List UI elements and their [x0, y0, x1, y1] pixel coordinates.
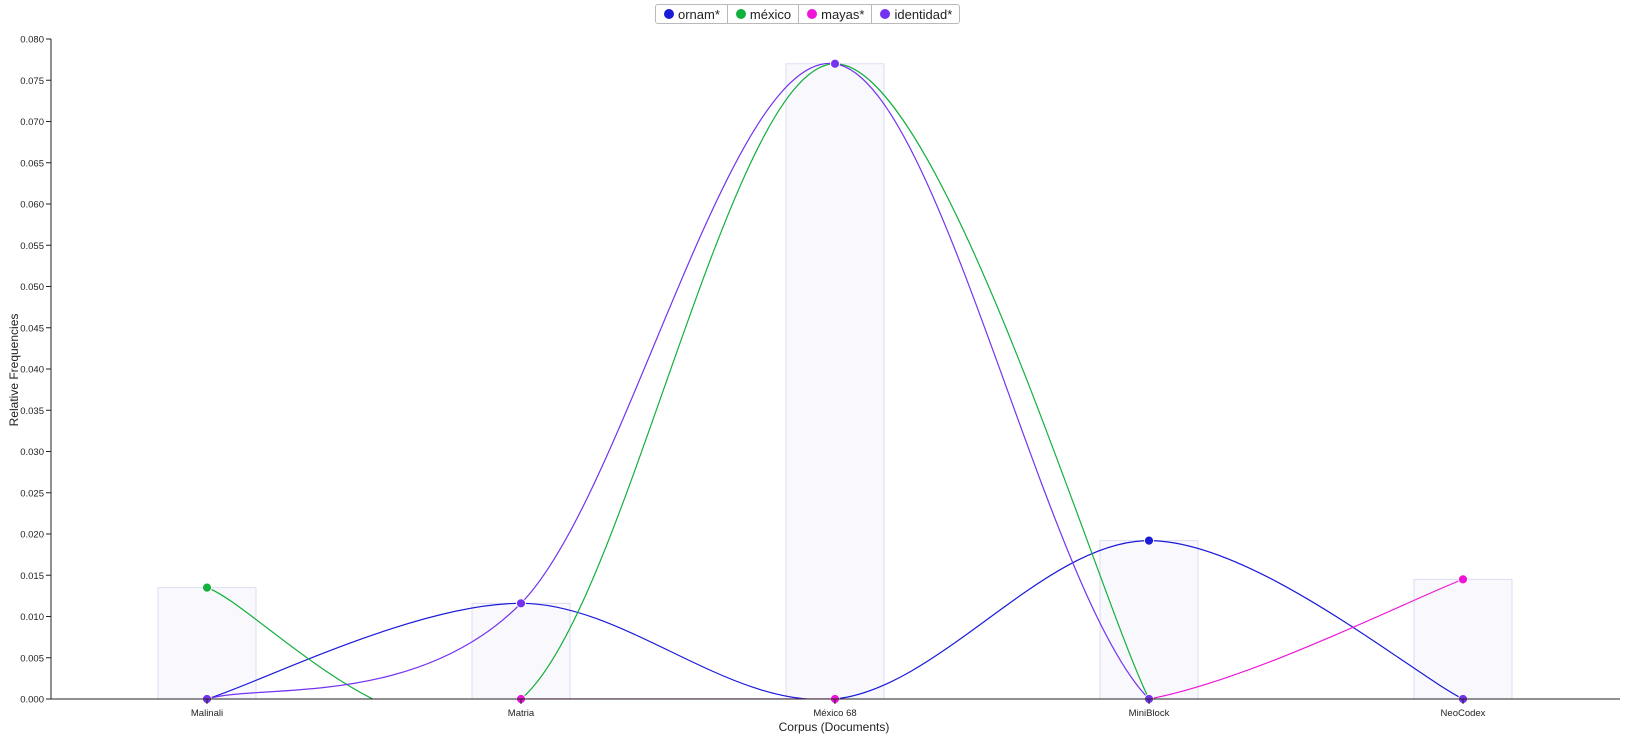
legend-label: mayas* [821, 6, 865, 22]
y-tick-label-6: 0.030 [20, 447, 44, 458]
y-tick-label-4: 0.020 [20, 530, 44, 541]
legend-item-3[interactable]: identidad* [871, 5, 959, 23]
series-point-1-0 [202, 582, 212, 593]
axes-layer: 0.000 0.005 0.010 0.015 0.020 0.025 0.030 0.035… [20, 35, 1620, 719]
y-axis-title: Relative Frequencies [7, 314, 21, 427]
x-tick-label-0: Malinali [191, 708, 223, 719]
legend-swatch-icon [664, 9, 674, 19]
legend-label: identidad* [894, 6, 953, 22]
legend-label: méxico [749, 6, 792, 22]
legend-swatch-icon [807, 9, 818, 19]
y-tick-label-1: 0.005 [20, 653, 44, 664]
series-point-0-3 [1144, 535, 1154, 546]
bar-4 [1413, 578, 1513, 700]
y-tick-label-5: 0.025 [20, 488, 44, 499]
legend-swatch-icon [735, 9, 746, 19]
bar-2 [785, 63, 885, 700]
series-point-3-1 [516, 598, 526, 609]
y-tick-label-11: 0.055 [20, 241, 44, 252]
legend-item-2[interactable]: mayas* [798, 5, 871, 23]
bars-layer [157, 63, 1513, 700]
y-tick-label-10: 0.050 [20, 282, 44, 293]
y-tick-label-15: 0.075 [20, 76, 44, 87]
legend-label: ornam* [678, 6, 720, 22]
y-tick-label-16: 0.080 [20, 35, 44, 46]
y-tick-label-14: 0.070 [20, 117, 44, 128]
x-tick-label-2: México 68 [813, 708, 856, 719]
legend-swatch-icon [880, 9, 891, 19]
bar-0 [157, 587, 257, 700]
y-tick-label-3: 0.015 [20, 571, 44, 582]
bar-3 [1099, 540, 1199, 700]
y-tick-label-12: 0.060 [20, 200, 44, 211]
series-point-2-4 [1458, 574, 1468, 585]
x-tick-label-1: Matria [508, 708, 535, 719]
series-line-1-0 [206, 63, 1150, 699]
series-point-3-2 [830, 58, 840, 69]
legend-item-1[interactable]: méxico [726, 5, 798, 23]
y-tick-label-13: 0.065 [20, 158, 44, 169]
x-axis-title: Corpus (Documents) [779, 720, 890, 734]
series-line-2-0 [521, 578, 1464, 699]
y-tick-label-0: 0.000 [20, 695, 44, 706]
x-tick-label-3: MiniBlock [1129, 708, 1170, 719]
y-tick-label-2: 0.010 [20, 612, 44, 623]
y-tick-label-9: 0.045 [20, 323, 44, 334]
y-tick-label-7: 0.035 [20, 406, 44, 417]
bar-1 [471, 602, 571, 700]
y-tick-label-8: 0.040 [20, 365, 44, 376]
x-tick-label-4: NeoCodex [1441, 708, 1486, 719]
legend-item-0[interactable]: ornam* [656, 5, 727, 23]
legend: ornam* méxico mayas* identidad* [655, 4, 961, 24]
